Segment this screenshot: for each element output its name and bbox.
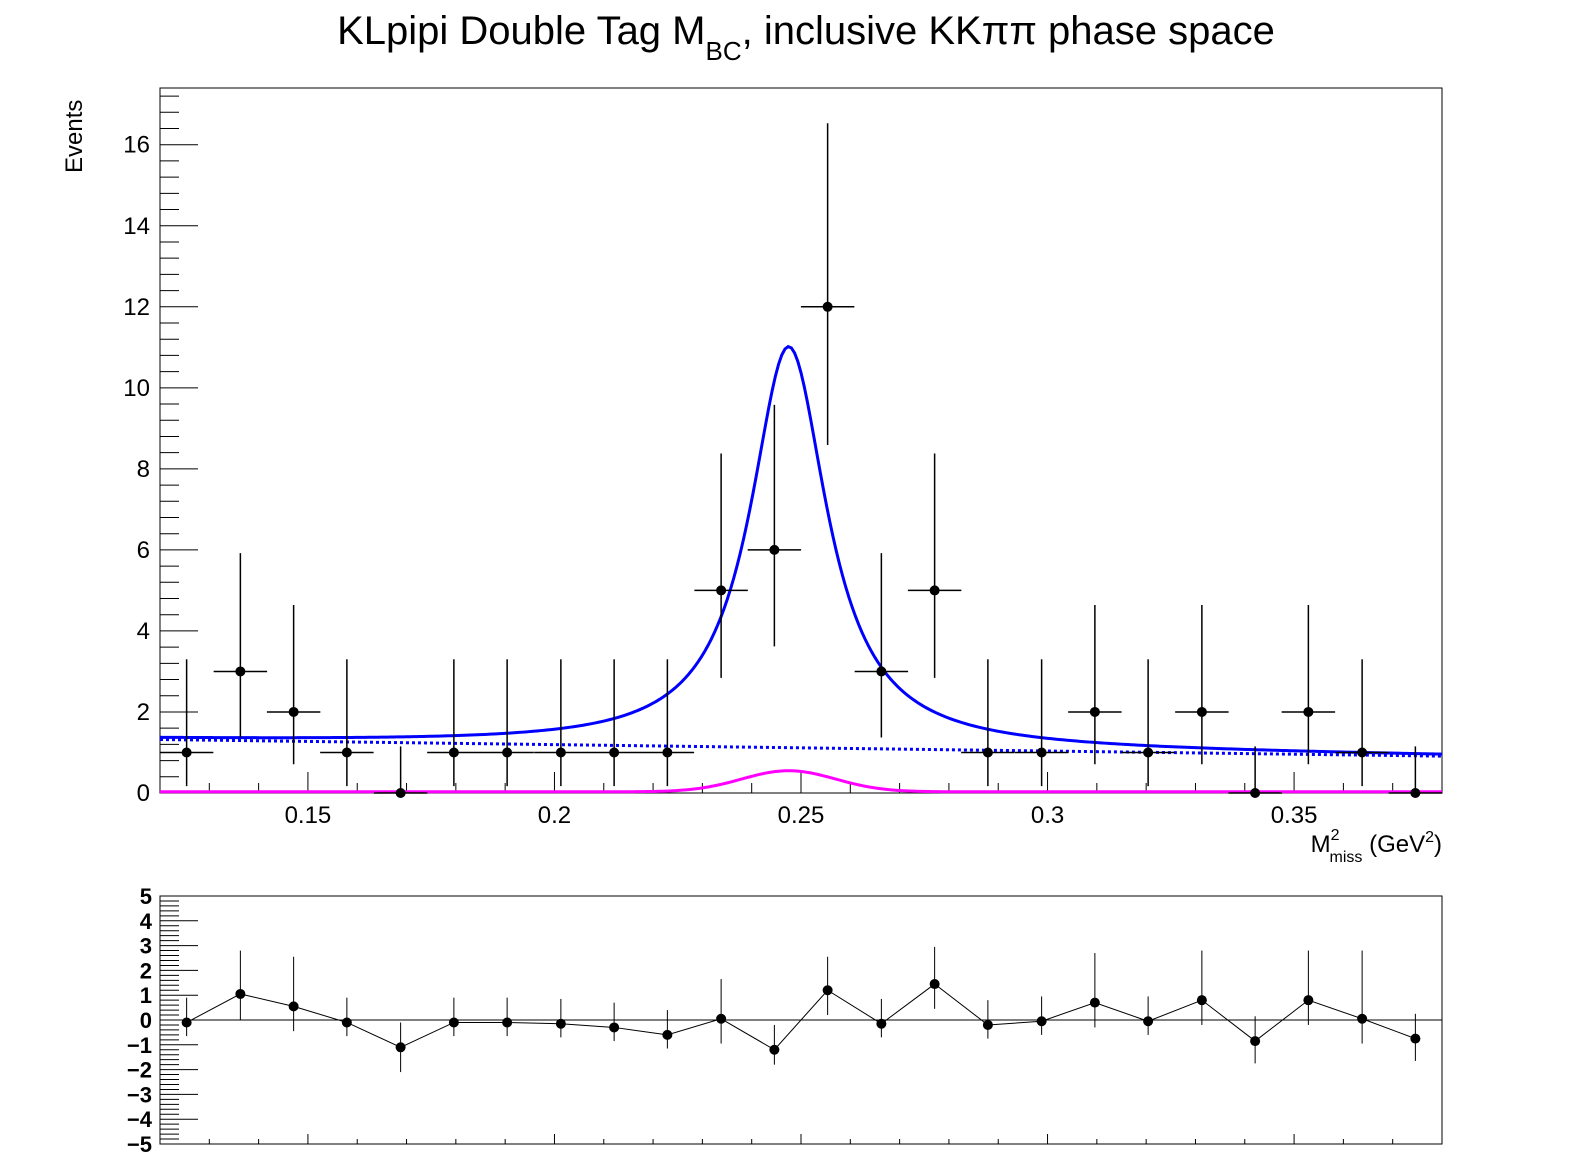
ratio-y-tick-label: −2 <box>127 1058 152 1083</box>
data-point <box>181 747 192 758</box>
data-point <box>822 301 833 312</box>
ratio-y-tick-label: 1 <box>140 983 152 1008</box>
data-point <box>1357 747 1368 758</box>
data-point <box>395 788 406 798</box>
data-point <box>235 666 246 677</box>
y-tick-label: 12 <box>123 294 150 321</box>
total-fit-curve <box>159 344 1443 756</box>
ratio-point <box>448 1017 459 1028</box>
main-plot-panel: 0 2 4 6 8 10 12 14 16 0.15 0.2 0.25 0.3 0.35 Events M… <box>61 87 1443 866</box>
data-point <box>1143 747 1154 758</box>
data-point <box>609 747 620 758</box>
ratio-point <box>235 988 246 999</box>
ratio-y-tick-label: −5 <box>127 1132 152 1157</box>
ratio-point <box>1303 995 1314 1006</box>
y-tick-label: 10 <box>123 375 150 402</box>
chart-title: KLpipi Double Tag MBC, inclusive KKππ ph… <box>337 9 1275 66</box>
ratio-point <box>929 979 940 990</box>
x-tick-label: 0.35 <box>1271 802 1318 829</box>
ratio-y-tick-label: 4 <box>140 909 153 934</box>
data-point <box>1196 706 1207 717</box>
ratio-point <box>1036 1016 1047 1027</box>
x-tick-label: 0.3 <box>1031 802 1064 829</box>
data-point <box>876 666 887 677</box>
ratio-point <box>288 1001 299 1012</box>
y-tick-label: 16 <box>123 132 150 159</box>
ratio-y-tick-label: −4 <box>127 1107 153 1132</box>
ratio-point <box>982 1019 993 1030</box>
ratio-point <box>662 1029 673 1040</box>
ratio-y-tick-label: 3 <box>140 934 152 959</box>
y-tick-label: 8 <box>137 456 150 483</box>
data-point <box>448 747 459 758</box>
data-point <box>982 747 993 758</box>
y-tick-label: 2 <box>137 699 150 726</box>
x-axis-title-unit-close: ) <box>1434 831 1442 858</box>
ratio-point <box>341 1017 352 1028</box>
x-tick-label: 0.15 <box>285 802 332 829</box>
ratio-y-tick-label: −1 <box>127 1033 152 1058</box>
ratio-point <box>1143 1016 1154 1027</box>
y-tick-label: 0 <box>137 780 150 807</box>
ratio-points <box>181 946 1421 1073</box>
y-axis-title: Events <box>61 100 88 173</box>
main-axis-ticks <box>159 95 1443 794</box>
background-curve <box>159 738 1443 758</box>
ratio-point <box>876 1018 887 1029</box>
x-axis-title: M2 miss (GeV2) <box>1311 827 1442 866</box>
main-tick-labels: 0 2 4 6 8 10 12 14 16 0.15 0.2 0.25 0.3 0.35 <box>123 132 1317 829</box>
data-point <box>502 747 513 758</box>
x-axis-title-base: M <box>1311 831 1331 858</box>
signal-curve <box>160 769 1442 794</box>
y-tick-label: 14 <box>123 213 150 240</box>
data-point <box>288 706 299 717</box>
ratio-point <box>716 1013 727 1024</box>
x-axis-title-sup: 2 <box>1331 827 1340 844</box>
ratio-y-tick-label: 0 <box>140 1008 152 1033</box>
ratio-y-tick-label: 5 <box>140 884 152 909</box>
fit-curves <box>159 344 1443 794</box>
data-point <box>555 747 566 758</box>
ratio-point <box>1196 995 1207 1006</box>
data-point <box>341 747 352 758</box>
x-axis-title-unit-sup: 2 <box>1425 829 1434 846</box>
y-tick-label: 6 <box>137 537 150 564</box>
ratio-point <box>395 1042 406 1053</box>
ratio-connector-line <box>186 983 1416 1051</box>
ratio-point <box>822 985 833 996</box>
ratio-y-tick-label: 2 <box>140 958 152 983</box>
ratio-point <box>181 1017 192 1028</box>
ratio-point <box>1250 1036 1261 1047</box>
title-subscript: BC <box>706 36 742 66</box>
data-point <box>1410 788 1421 798</box>
title-suffix: , inclusive KKππ phase space <box>742 9 1275 53</box>
main-plot-frame <box>159 87 1443 794</box>
title-prefix: KLpipi Double Tag M <box>337 9 705 53</box>
data-point <box>1250 788 1261 798</box>
data-point <box>662 747 673 758</box>
ratio-point <box>555 1018 566 1029</box>
x-axis-title-unit: (GeV <box>1362 831 1425 858</box>
data-points <box>159 123 1443 798</box>
ratio-point <box>1410 1033 1421 1044</box>
data-point <box>769 544 780 555</box>
ratio-point <box>1357 1013 1368 1024</box>
ratio-point <box>769 1044 780 1055</box>
ratio-y-tick-label: −3 <box>127 1082 152 1107</box>
ratio-point <box>502 1017 513 1028</box>
data-point <box>1036 747 1047 758</box>
x-tick-label: 0.25 <box>778 802 825 829</box>
ratio-point <box>609 1022 620 1033</box>
y-tick-label: 4 <box>137 618 150 645</box>
data-point <box>716 585 727 596</box>
data-point <box>1089 706 1100 717</box>
x-axis-title-sub: miss <box>1330 849 1363 866</box>
ratio-point <box>1089 997 1100 1008</box>
x-tick-label: 0.2 <box>538 802 571 829</box>
data-point <box>1303 706 1314 717</box>
data-point <box>929 585 940 596</box>
